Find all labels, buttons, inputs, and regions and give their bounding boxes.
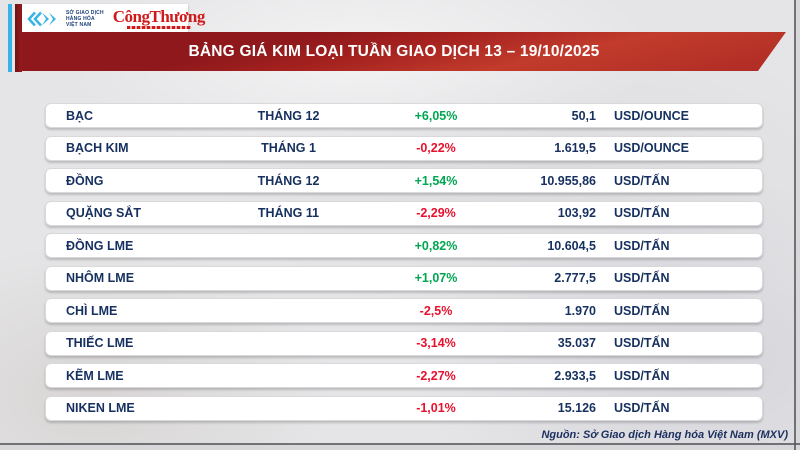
unit-cell: USD/TẤN <box>614 336 670 350</box>
table-row: BẠC THÁNG 12 +6,05% 50,1 USD/OUNCE <box>45 103 763 128</box>
table-row: QUẶNG SẮT THÁNG 11 -2,29% 103,92 USD/TẤN <box>45 200 763 226</box>
price-table: BẠC THÁNG 12 +6,05% 50,1 USD/OUNCE BẠCH KIM TH… <box>45 103 763 421</box>
table-row: THIẾC LME -3,14% 35.037 USD/TẤN <box>45 330 763 356</box>
percent-change-cell: +1,07% <box>414 271 458 285</box>
unit-cell: USD/TẤN <box>614 401 670 415</box>
mxv-logo-text: SỞ GIAO DỊCH HÀNG HÓA VIỆT NAM <box>66 9 104 28</box>
unit-cell: USD/TẤN <box>614 303 670 318</box>
percent-change-cell: -2,5% <box>419 303 453 318</box>
contract-month-cell: THÁNG 12 <box>257 108 320 123</box>
metal-name-cell: KẼM LME <box>66 368 124 383</box>
congthuong-logo-subline <box>126 26 191 29</box>
contract-month-cell: THÁNG 12 <box>257 173 320 188</box>
frame-bottom-edge <box>0 445 800 450</box>
table-row: NIKEN LME -1,01% 15.126 USD/TẤN <box>45 395 763 421</box>
metal-name-cell: ĐỒNG <box>66 173 104 188</box>
mxv-logo-icon <box>27 11 56 26</box>
price-cell: 103,92 <box>557 206 596 220</box>
logo-box: SỞ GIAO DỊCH HÀNG HÓA VIỆT NAM CôngThươn… <box>22 4 205 33</box>
congthuong-logo: CôngThương <box>113 8 205 29</box>
table-row: ĐỒNG LME +0,82% 10.604,5 USD/TẤN <box>45 233 763 258</box>
frame-right-border <box>794 0 796 450</box>
price-cell: 50,1 <box>571 108 596 123</box>
percent-change-cell: -2,29% <box>416 206 456 220</box>
contract-month-cell: THÁNG 1 <box>261 141 316 155</box>
congthuong-logo-text: CôngThương <box>112 7 206 26</box>
price-cell: 10.955,86 <box>540 173 596 188</box>
metal-name-cell: NHÔM LME <box>66 271 135 285</box>
price-cell: 2.933,5 <box>554 368 596 383</box>
percent-change-cell: -3,14% <box>416 336 456 350</box>
red-accent-stripe <box>15 4 22 72</box>
cyan-accent-stripe <box>8 4 12 72</box>
price-cell: 10.604,5 <box>547 238 596 253</box>
unit-cell: USD/TẤN <box>614 271 670 285</box>
source-credit: Nguồn: Sở Giao dịch Hàng hóa Việt Nam (M… <box>541 429 788 441</box>
table-row: CHÌ LME -2,5% 1.970 USD/TẤN <box>45 298 763 323</box>
metal-name-cell: CHÌ LME <box>66 303 118 318</box>
table-row: BẠCH KIM THÁNG 1 -0,22% 1.619,5 USD/OUNCE <box>45 135 763 161</box>
price-cell: 1.970 <box>564 303 596 318</box>
price-cell: 15.126 <box>557 401 596 415</box>
unit-cell: USD/OUNCE <box>614 141 690 155</box>
metal-name-cell: ĐỒNG LME <box>66 238 134 253</box>
title-banner: BẢNG GIÁ KIM LOẠI TUẦN GIAO DỊCH 13 – 19… <box>22 32 786 71</box>
unit-cell: USD/TẤN <box>614 368 670 383</box>
percent-change-cell: +0,82% <box>414 238 458 253</box>
page-title: BẢNG GIÁ KIM LOẠI TUẦN GIAO DỊCH 13 – 19… <box>188 42 600 60</box>
percent-change-cell: -0,22% <box>416 141 456 155</box>
frame-right-edge <box>796 0 800 450</box>
unit-cell: USD/TẤN <box>614 173 670 188</box>
unit-cell: USD/TẤN <box>614 238 670 253</box>
percent-change-cell: -2,27% <box>416 368 456 383</box>
table-row: KẼM LME -2,27% 2.933,5 USD/TẤN <box>45 363 763 388</box>
metal-name-cell: BẠCH KIM <box>66 141 129 155</box>
price-cell: 2.777,5 <box>554 271 596 285</box>
price-cell: 35.037 <box>557 336 596 350</box>
frame-bottom-border <box>0 443 800 445</box>
unit-cell: USD/OUNCE <box>614 108 690 123</box>
metal-name-cell: BẠC <box>66 108 94 123</box>
percent-change-cell: +6,05% <box>414 108 458 123</box>
contract-month-cell: THÁNG 11 <box>257 206 320 220</box>
table-row: ĐỒNG THÁNG 12 +1,54% 10.955,86 USD/TẤN <box>45 168 763 193</box>
price-cell: 1.619,5 <box>554 141 596 155</box>
metal-name-cell: THIẾC LME <box>66 336 134 350</box>
metal-name-cell: NIKEN LME <box>66 401 135 415</box>
unit-cell: USD/TẤN <box>614 206 670 220</box>
percent-change-cell: -1,01% <box>416 401 456 415</box>
table-row: NHÔM LME +1,07% 2.777,5 USD/TẤN <box>45 265 763 291</box>
percent-change-cell: +1,54% <box>414 173 458 188</box>
metal-name-cell: QUẶNG SẮT <box>66 206 141 220</box>
